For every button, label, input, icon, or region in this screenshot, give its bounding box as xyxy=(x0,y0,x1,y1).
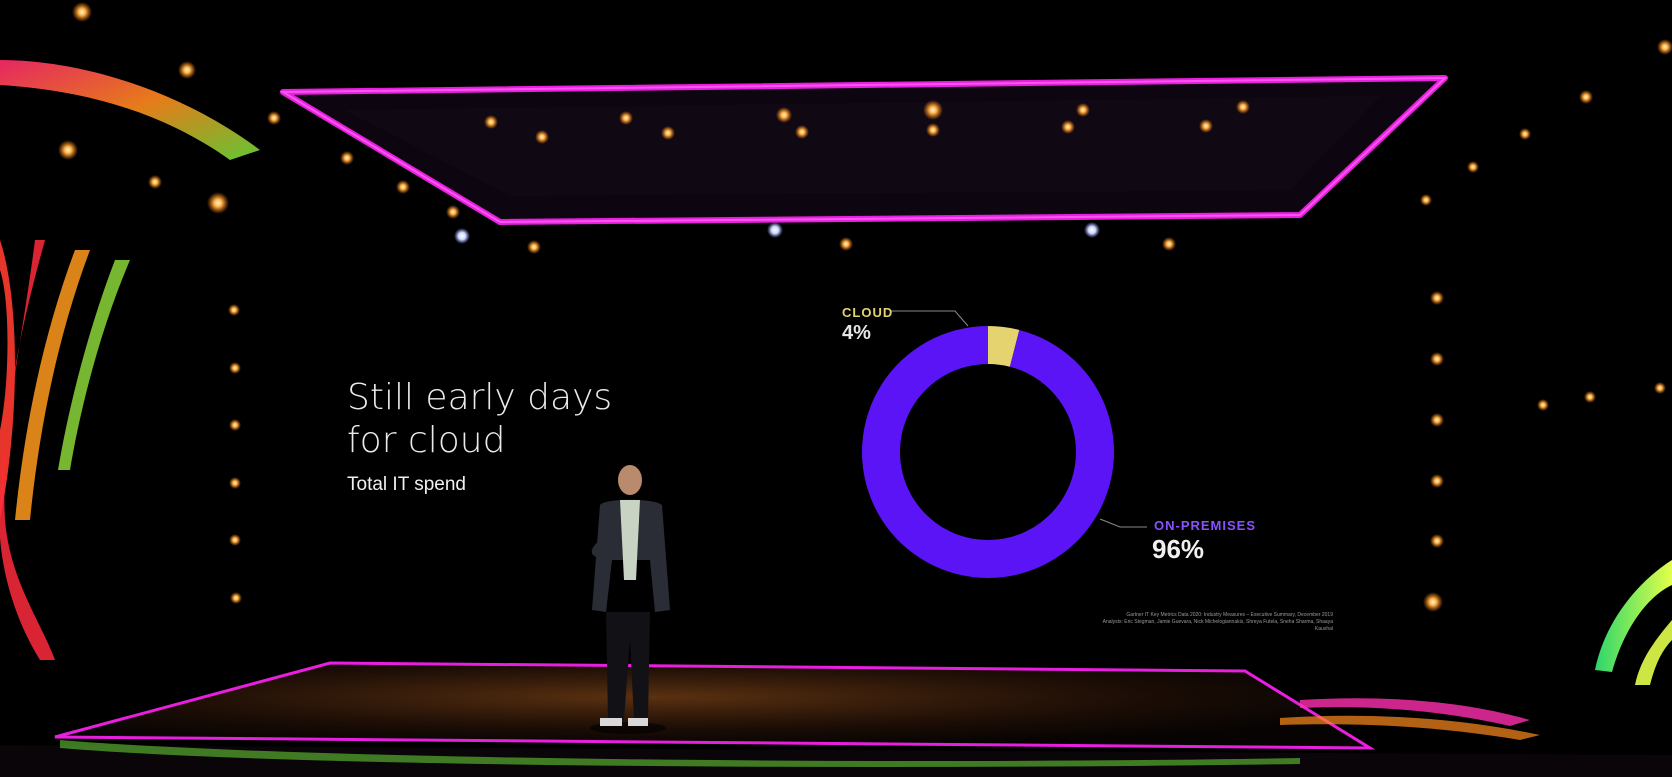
stage-light-bulb xyxy=(1584,391,1596,403)
stage-light-bulb xyxy=(1061,120,1075,134)
stage-light-bulb xyxy=(72,2,92,22)
stage-light-bulb xyxy=(228,304,240,316)
donut-slice-cloud xyxy=(988,326,1020,367)
stage-light-bulb xyxy=(229,362,241,374)
stage-light-bulb xyxy=(661,126,675,140)
on-premises-label: ON-PREMISES xyxy=(1154,518,1257,533)
stage-light-bulb xyxy=(230,592,242,604)
source-line-2: Analysts: Eric Stegman, Jamie Guevara, N… xyxy=(1102,619,1333,632)
stage-light-bulb xyxy=(776,107,792,123)
stage-light-bulb xyxy=(1519,128,1531,140)
stage-light-bulb xyxy=(1076,103,1090,117)
stage-light-bulb xyxy=(1579,90,1593,104)
stage-light-bulb xyxy=(839,237,853,251)
stage-light-bulb xyxy=(1657,39,1672,55)
stage-light-bulb xyxy=(619,111,633,125)
stage-light-bulb xyxy=(1423,592,1443,612)
on-premises-value-label: 96% xyxy=(1152,534,1205,564)
stage-spotlight xyxy=(1084,222,1100,238)
stage-light-bulb xyxy=(1430,352,1444,366)
stage-light-bulb xyxy=(484,115,498,129)
onprem-leader-line xyxy=(1099,518,1147,528)
slide-headline: Still early days for cloud xyxy=(347,376,647,462)
stage-light-bulb xyxy=(396,180,410,194)
stage-light-bulb xyxy=(1430,413,1444,427)
cloud-label: CLOUD xyxy=(842,305,894,320)
stage-light-bulb xyxy=(527,240,541,254)
presenter-figure xyxy=(590,465,670,734)
stage-floor xyxy=(0,661,1672,777)
stage-light-bulb xyxy=(535,130,549,144)
stage-spotlight xyxy=(767,222,783,238)
source-line-1: Gartner IT Key Metrics Data 2020: Indust… xyxy=(1126,612,1333,618)
slide-text-block: Still early days for cloud Total IT spen… xyxy=(347,376,647,496)
stage-light-bulb xyxy=(340,151,354,165)
stage-light-bulb xyxy=(1430,291,1444,305)
stage-light-bulb xyxy=(1162,237,1176,251)
stage-light-bulb xyxy=(148,175,162,189)
stage-light-bulb xyxy=(1430,534,1444,548)
stage-light-bulb xyxy=(923,100,943,120)
cloud-value-label: 4% xyxy=(842,322,871,344)
cloud-leader-line xyxy=(890,310,969,327)
stage-light-bulb xyxy=(1654,382,1666,394)
stage-light-bulb xyxy=(1199,119,1213,133)
stage-light-bulb xyxy=(267,111,281,125)
slide-subtitle: Total IT spend xyxy=(347,474,467,495)
right-ribbon-decoration xyxy=(1595,560,1672,685)
stage-light-bulb xyxy=(1537,399,1549,411)
stage-spotlight xyxy=(454,228,470,244)
stage-light-bulb xyxy=(58,140,78,160)
stage-light-bulb xyxy=(229,534,241,546)
stage-light-bulb xyxy=(207,192,229,214)
stage-light-bulb xyxy=(795,125,809,139)
headline-line-1: Still early days xyxy=(347,377,613,418)
donut-slice-on-premises xyxy=(862,326,1114,578)
stage-light-bulb xyxy=(1420,194,1432,206)
donut-chart xyxy=(862,326,1114,578)
stage-light-bulb xyxy=(446,205,460,219)
stage-lights xyxy=(58,2,1672,612)
ceiling-neon-frame xyxy=(279,75,1448,225)
source-citation: Gartner IT Key Metrics Data 2020: Indust… xyxy=(1098,612,1333,633)
stage-light-bulb xyxy=(1236,100,1250,114)
headline-line-2: for cloud xyxy=(347,420,506,461)
stage-light-bulb xyxy=(229,419,241,431)
stage-light-bulb xyxy=(229,477,241,489)
stage-light-bulb xyxy=(178,61,196,79)
stage-light-bulb xyxy=(926,123,940,137)
left-ribbon-decoration xyxy=(0,60,260,660)
stage-light-bulb xyxy=(1467,161,1479,173)
stage-light-bulb xyxy=(1430,474,1444,488)
